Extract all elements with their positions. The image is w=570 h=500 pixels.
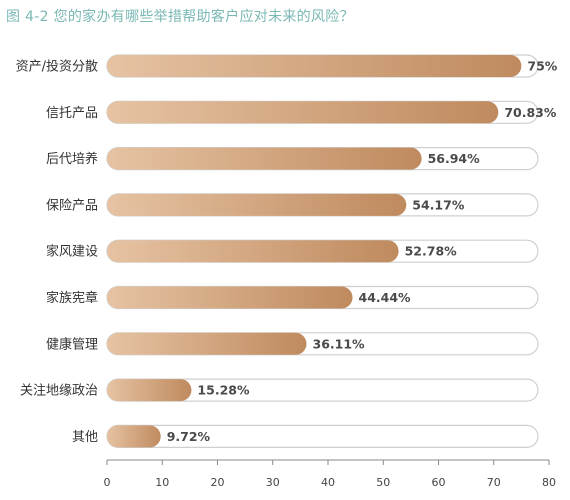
- x-tick-label: 70: [487, 476, 501, 489]
- x-tick-label: 40: [321, 476, 335, 489]
- bar: [107, 240, 399, 263]
- category-label: 资产/投资分散: [16, 59, 98, 75]
- bar: [107, 379, 192, 402]
- x-axis: 0 10 20 30 40 50 60 70 80: [104, 459, 556, 489]
- x-tick-label: 30: [266, 476, 280, 489]
- category-label: 关注地缘政治: [20, 384, 98, 399]
- x-tick-label: 80: [542, 476, 556, 489]
- data-label: 56.94%: [428, 151, 481, 166]
- data-label: 36.11%: [313, 336, 366, 351]
- data-label: 70.83%: [504, 105, 557, 120]
- bar: [107, 147, 422, 170]
- x-tick-label: 10: [155, 476, 169, 489]
- data-label: 75%: [527, 59, 557, 74]
- category-label: 健康管理: [46, 336, 98, 352]
- data-label: 44.44%: [359, 290, 412, 305]
- category-label: 其他: [72, 430, 98, 445]
- bar: [107, 425, 161, 448]
- category-label: 家风建设: [46, 244, 98, 260]
- x-tick-label: 20: [211, 476, 225, 489]
- data-label: 54.17%: [412, 197, 465, 212]
- x-tick-label: 0: [104, 476, 111, 489]
- data-label: 52.78%: [405, 244, 458, 259]
- category-label: 信托产品: [46, 106, 98, 121]
- bar: [107, 55, 522, 77]
- category-label: 家族宪章: [46, 290, 98, 306]
- x-tick-label: 50: [376, 476, 390, 489]
- chart-title: 图 4-2 您的家办有哪些举措帮助客户应对未来的风险？: [6, 9, 354, 25]
- data-label: 9.72%: [167, 429, 211, 444]
- category-label: 后代培养: [46, 151, 98, 167]
- data-label: 15.28%: [197, 383, 250, 398]
- bar: [107, 101, 499, 124]
- bar: [107, 193, 407, 216]
- bar: [107, 332, 307, 355]
- bar: [107, 286, 353, 309]
- x-tick-label: 60: [432, 476, 446, 489]
- category-label: 保险产品: [46, 198, 98, 213]
